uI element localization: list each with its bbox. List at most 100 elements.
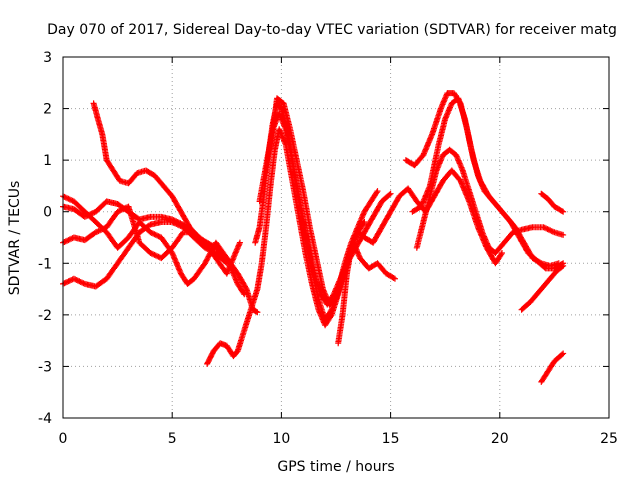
marker-point <box>236 239 243 246</box>
marker-run <box>287 126 300 162</box>
marker-run <box>125 230 142 251</box>
series-track-12 <box>413 146 567 256</box>
marker-run <box>230 241 243 262</box>
marker-run <box>319 286 332 307</box>
marker-run <box>437 91 450 112</box>
marker-run <box>370 225 385 246</box>
marker-run <box>409 204 423 215</box>
marker-run <box>276 126 289 147</box>
marker-run <box>103 229 120 250</box>
marker-run <box>143 167 157 178</box>
plot-frame <box>62 56 610 419</box>
y-tick-label: 2 <box>43 102 52 118</box>
marker-run <box>234 280 247 296</box>
marker-run <box>387 194 402 215</box>
marker-run <box>267 96 280 153</box>
marker-run <box>433 153 446 174</box>
marker-run <box>151 172 166 188</box>
y-tick-label: 3 <box>43 50 52 66</box>
series-track-13 <box>409 95 567 272</box>
marker-run <box>258 225 269 267</box>
marker-run <box>479 229 492 250</box>
marker-point <box>560 208 567 215</box>
marker-run <box>499 208 513 224</box>
series-track-5 <box>60 198 208 246</box>
marker-run <box>367 189 380 205</box>
marker-run <box>252 225 263 246</box>
marker-run <box>282 126 295 162</box>
marker-run <box>306 224 319 260</box>
marker-run <box>276 110 289 131</box>
marker-run <box>354 229 367 240</box>
marker-run <box>295 213 309 255</box>
marker-run <box>544 195 557 209</box>
marker-run <box>169 230 186 251</box>
marker-run <box>212 250 229 266</box>
marker-run <box>302 229 315 270</box>
marker-run <box>212 239 229 260</box>
chart-title: Day 070 of 2017, Sidereal Day-to-day VTE… <box>47 22 617 38</box>
y-axis-label: SDTVAR / TECUs <box>7 181 23 296</box>
marker-run <box>169 193 184 214</box>
marker-run <box>435 117 448 148</box>
marker-run <box>70 198 87 214</box>
x-axis-label: GPS time / hours <box>277 459 394 475</box>
marker-run <box>544 359 557 375</box>
marker-run <box>274 95 286 106</box>
marker-run <box>60 276 76 287</box>
marker-run <box>525 250 539 263</box>
marker-run <box>538 190 550 201</box>
marker-run <box>475 172 487 193</box>
marker-run <box>538 369 550 385</box>
marker-run <box>446 146 458 158</box>
marker-run <box>322 308 334 323</box>
marker-run <box>254 261 265 293</box>
marker-run <box>461 115 475 152</box>
marker-run <box>459 167 472 193</box>
marker-run <box>551 351 565 365</box>
marker-run <box>160 182 175 199</box>
marker-run <box>60 235 76 246</box>
marker-point <box>560 262 567 269</box>
marker-run <box>533 257 548 271</box>
x-tick-label: 15 <box>382 431 400 447</box>
marker-run <box>103 210 120 231</box>
marker-run <box>348 230 361 251</box>
marker-run <box>544 269 559 285</box>
marker-run <box>136 222 153 236</box>
marker-run <box>191 261 208 282</box>
marker-run <box>501 230 515 246</box>
marker-run <box>280 100 293 131</box>
marker-run <box>339 272 350 318</box>
marker-run <box>413 220 426 251</box>
marker-run <box>230 349 240 360</box>
marker-run <box>256 194 267 231</box>
grid-lines <box>63 57 609 418</box>
marker-run <box>103 261 120 282</box>
marker-run <box>263 184 274 231</box>
marker-run <box>300 188 313 229</box>
marker-run <box>481 188 496 204</box>
marker-point <box>387 190 394 197</box>
x-tick-label: 5 <box>168 431 177 447</box>
marker-run <box>426 143 442 189</box>
marker-run <box>466 188 479 214</box>
marker-run <box>295 193 309 234</box>
y-tick-label: 0 <box>43 205 52 221</box>
marker-run <box>234 270 249 291</box>
marker-run <box>92 276 109 290</box>
y-tick-label: 1 <box>43 153 52 169</box>
marker-run <box>429 107 444 138</box>
marker-run <box>90 100 101 121</box>
marker-run <box>455 95 468 121</box>
series-track-9 <box>267 95 398 308</box>
axis-ticks: 0 5 10 15 20 25 -4 -3 -2 -1 0 1 2 3 <box>38 50 618 447</box>
marker-run <box>518 299 533 313</box>
marker-point <box>374 188 381 195</box>
marker-run <box>448 167 463 183</box>
marker-run <box>453 152 466 173</box>
data-markers <box>60 90 567 385</box>
marker-run <box>81 209 98 220</box>
marker-run <box>361 199 374 215</box>
series-track-15 <box>538 190 567 215</box>
